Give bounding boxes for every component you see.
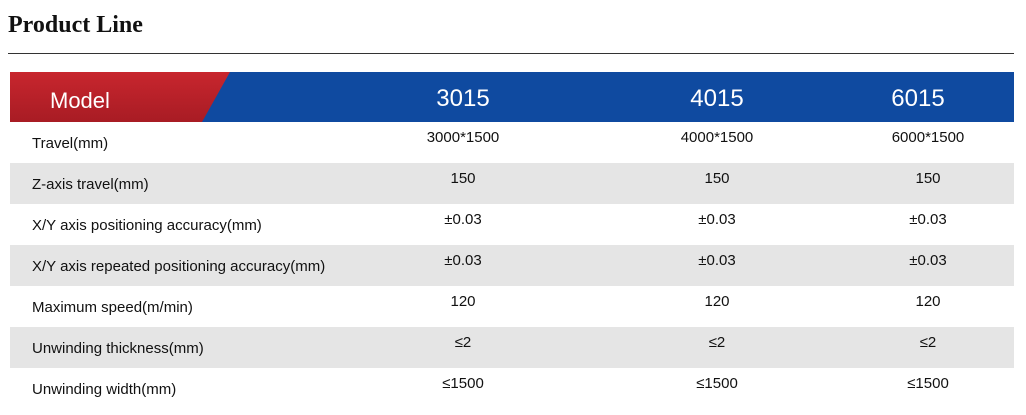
cell-3015: ≤2 [454,334,472,351]
cell-3015: ±0.03 [444,211,482,228]
row-label: Z-axis travel(mm) [32,176,149,193]
cell-6015: 150 [915,170,941,187]
title-divider [8,53,1014,54]
cell-3015: 150 [450,170,476,187]
table-row-unwinding-thickness: Unwinding thickness(mm) ≤2 ≤2 ≤2 [10,327,1014,368]
header-model-3015: 3015 [436,85,490,112]
row-label: X/Y axis repeated positioning accuracy(m… [32,258,326,275]
cell-3015: ±0.03 [444,252,482,269]
cell-3015: 3000*1500 [426,129,500,146]
row-label: Travel(mm) [32,135,109,152]
table-row-repeated-positioning-accuracy: X/Y axis repeated positioning accuracy(m… [10,245,1014,286]
header-label-band [10,72,230,122]
cell-6015: ±0.03 [909,211,947,228]
cell-4015: ±0.03 [698,252,736,269]
cell-4015: 4000*1500 [680,129,754,146]
product-spec-table: Model 3015 4015 6015 Travel(mm) 3000*150… [10,72,1014,409]
cell-3015: 120 [450,293,476,310]
cell-6015: ±0.03 [909,252,947,269]
table-row-positioning-accuracy: X/Y axis positioning accuracy(mm) ±0.03 … [10,204,1014,245]
table-row-unwinding-width: Unwinding width(mm) ≤1500 ≤1500 ≤1500 [10,368,1014,409]
row-label: X/Y axis positioning accuracy(mm) [32,217,262,234]
row-label: Unwinding width(mm) [32,381,177,398]
cell-3015: ≤1500 [442,375,484,392]
cell-6015: ≤2 [919,334,937,351]
row-label: Unwinding thickness(mm) [32,340,204,357]
header-model-label: Model [50,88,110,113]
cell-4015: ±0.03 [698,211,736,228]
header-model-6015: 6015 [891,85,945,112]
row-label: Maximum speed(m/min) [32,299,193,316]
table-header: Model 3015 4015 6015 [10,72,1014,122]
cell-6015: 120 [915,293,941,310]
cell-6015: 6000*1500 [891,129,965,146]
cell-4015: 120 [704,293,730,310]
cell-6015: ≤1500 [907,375,949,392]
table-row-z-axis-travel: Z-axis travel(mm) 150 150 150 [10,163,1014,204]
table-row-maximum-speed: Maximum speed(m/min) 120 120 120 [10,286,1014,327]
cell-4015: 150 [704,170,730,187]
header-model-4015: 4015 [690,85,744,112]
table-row-travel: Travel(mm) 3000*1500 4000*1500 6000*1500 [10,122,1014,163]
cell-4015: ≤2 [708,334,726,351]
page-title: Product Line [8,12,143,38]
cell-4015: ≤1500 [696,375,738,392]
